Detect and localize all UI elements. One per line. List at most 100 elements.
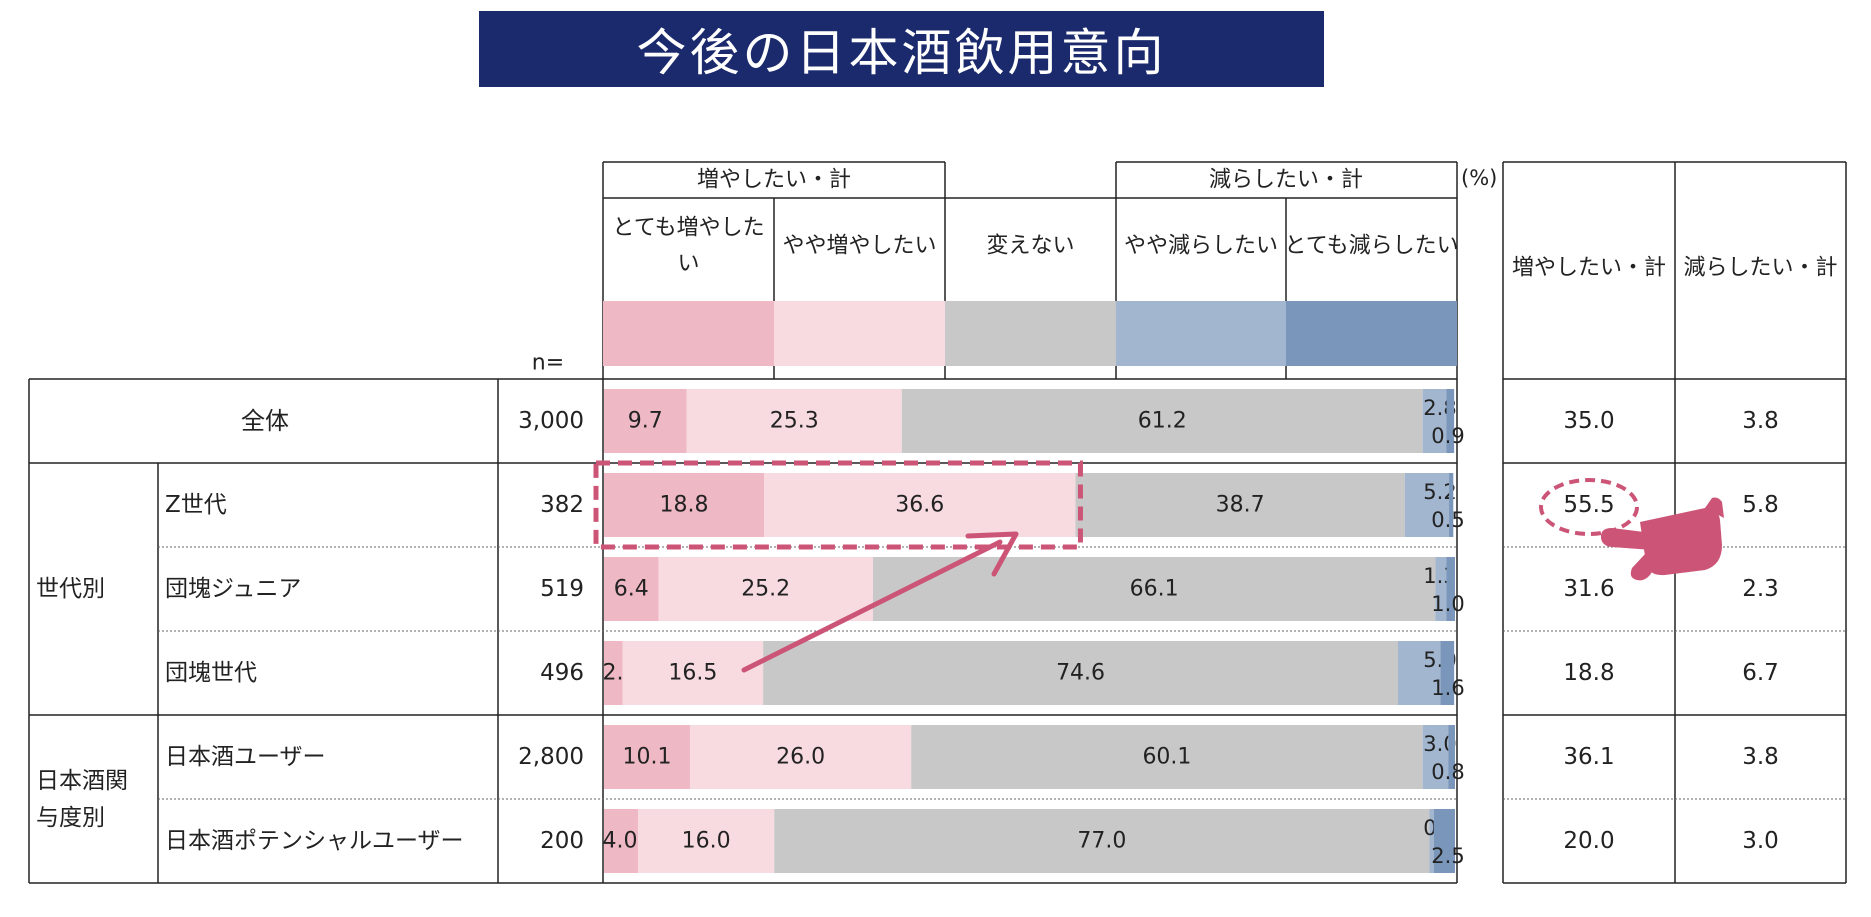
bar-segment (1397, 641, 1441, 705)
summary-decrease-value: 3.0 (1742, 828, 1779, 854)
summary-increase-value: 18.8 (1563, 660, 1614, 686)
summary-header-decrease: 減らしたい・計 (1683, 256, 1837, 281)
group-header-increase: 増やしたい・計 (697, 168, 851, 193)
category-header-label: い (677, 252, 699, 277)
data-label: 9.7 (628, 409, 663, 434)
bar-segment (774, 809, 1430, 873)
pointing-hand-icon (1600, 497, 1724, 581)
bar-segment (658, 557, 873, 621)
summary-decrease-value: 3.8 (1742, 744, 1779, 770)
bar-segment (1404, 473, 1450, 537)
summary-decrease-value: 6.7 (1742, 660, 1779, 686)
bar-segment (604, 473, 764, 537)
data-label: 2.5 (1431, 844, 1464, 868)
data-label: 1.6 (1431, 676, 1464, 700)
bar-segment (1449, 473, 1454, 537)
legend-swatch (945, 301, 1116, 366)
trend-arrow-shaft (741, 539, 1003, 673)
row-label: Z世代 (165, 492, 227, 518)
group-label: 与度別 (36, 805, 105, 831)
bar-segment (638, 809, 775, 873)
bar-segment (901, 389, 1423, 453)
chart-title: 今後の日本酒飲用意向 (636, 24, 1167, 82)
row-label: 団塊世代 (165, 660, 257, 686)
bar-segment (604, 389, 687, 453)
data-label: 4.0 (603, 829, 638, 854)
bar-segment (1446, 389, 1455, 453)
bar-segment (1433, 809, 1455, 873)
data-label: 10.1 (622, 745, 671, 770)
data-label: 61.2 (1138, 409, 1187, 434)
data-label: 36.6 (895, 493, 944, 518)
data-label: 0.9 (1431, 424, 1464, 448)
bar-segment (604, 809, 639, 873)
legend-swatch (774, 301, 945, 366)
data-label: 77.0 (1077, 829, 1126, 854)
bar-segment (763, 473, 1076, 537)
data-label: 26.0 (776, 745, 825, 770)
summary-decrease-value: 5.8 (1742, 492, 1779, 518)
bar-segment (686, 389, 902, 453)
group-label: 世代別 (36, 576, 105, 602)
bar-segment (1446, 557, 1455, 621)
category-header-label: 変えない (986, 234, 1074, 259)
bar-segment (911, 725, 1423, 789)
data-label: 25.2 (741, 577, 790, 602)
row-n-value: 519 (540, 576, 584, 602)
bar-segment (604, 557, 659, 621)
data-label: 0.8 (1431, 760, 1464, 784)
bar-segment (1448, 725, 1455, 789)
highlight-ellipse (1539, 478, 1639, 536)
data-label: 60.1 (1142, 745, 1191, 770)
row-label: 日本酒ポテンシャルユーザー (165, 828, 464, 854)
row-n-value: 496 (540, 660, 584, 686)
data-label: 0.5 (1431, 508, 1464, 532)
category-header-label: とても減らしたい (1284, 234, 1458, 259)
summary-decrease-value: 2.3 (1742, 576, 1779, 602)
row-n-value: 2,800 (518, 744, 584, 770)
row-label: 全体 (241, 407, 289, 435)
row-n-value: 382 (540, 492, 584, 518)
bar-segment (872, 557, 1436, 621)
n-label: n= (532, 351, 564, 376)
bar-segment (763, 641, 1398, 705)
summary-increase-value: 20.0 (1563, 828, 1614, 854)
bar-segment (1422, 725, 1449, 789)
data-label: 25.3 (770, 409, 819, 434)
group-header-decrease: 減らしたい・計 (1209, 168, 1363, 193)
row-n-value: 3,000 (518, 408, 584, 434)
trend-arrow-head (965, 531, 1019, 577)
bar-segment (689, 725, 912, 789)
data-label: 66.1 (1130, 577, 1179, 602)
data-label: 18.8 (660, 493, 709, 518)
row-label: 団塊ジュニア (165, 576, 301, 602)
bar-segment (622, 641, 764, 705)
data-label: 1.0 (1431, 592, 1464, 616)
category-header-label: やや増やしたい (782, 234, 936, 259)
bar-segment (604, 641, 623, 705)
row-n-value: 200 (540, 828, 584, 854)
data-label: 16.0 (682, 829, 731, 854)
bar-segment (1440, 641, 1455, 705)
data-label: 38.7 (1216, 493, 1265, 518)
highlight-box (593, 460, 1083, 550)
bar-segment (604, 725, 690, 789)
group-label: 日本酒関 (36, 768, 128, 794)
category-header-label: とても増やした (612, 216, 764, 241)
legend-swatch (1286, 301, 1457, 366)
category-header-label: やや減らしたい (1124, 234, 1278, 259)
summary-decrease-value: 3.8 (1742, 408, 1779, 434)
summary-increase-value: 36.1 (1563, 744, 1614, 770)
row-label: 日本酒ユーザー (165, 744, 326, 770)
summary-increase-value: 31.6 (1563, 576, 1614, 602)
bar-segment (1075, 473, 1405, 537)
unit-label: (%) (1461, 166, 1497, 190)
data-label: 6.4 (614, 577, 649, 602)
bar-segment (1422, 389, 1447, 453)
bar-segment (1429, 809, 1434, 873)
summary-increase-value: 55.5 (1563, 492, 1614, 518)
data-label: 16.5 (668, 661, 717, 686)
summary-header-increase: 増やしたい・計 (1512, 256, 1666, 281)
legend-swatch (603, 301, 774, 366)
